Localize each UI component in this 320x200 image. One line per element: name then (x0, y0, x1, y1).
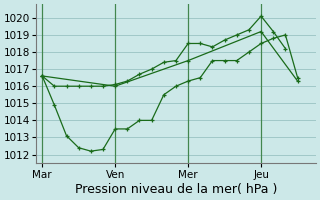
X-axis label: Pression niveau de la mer( hPa ): Pression niveau de la mer( hPa ) (75, 183, 277, 196)
